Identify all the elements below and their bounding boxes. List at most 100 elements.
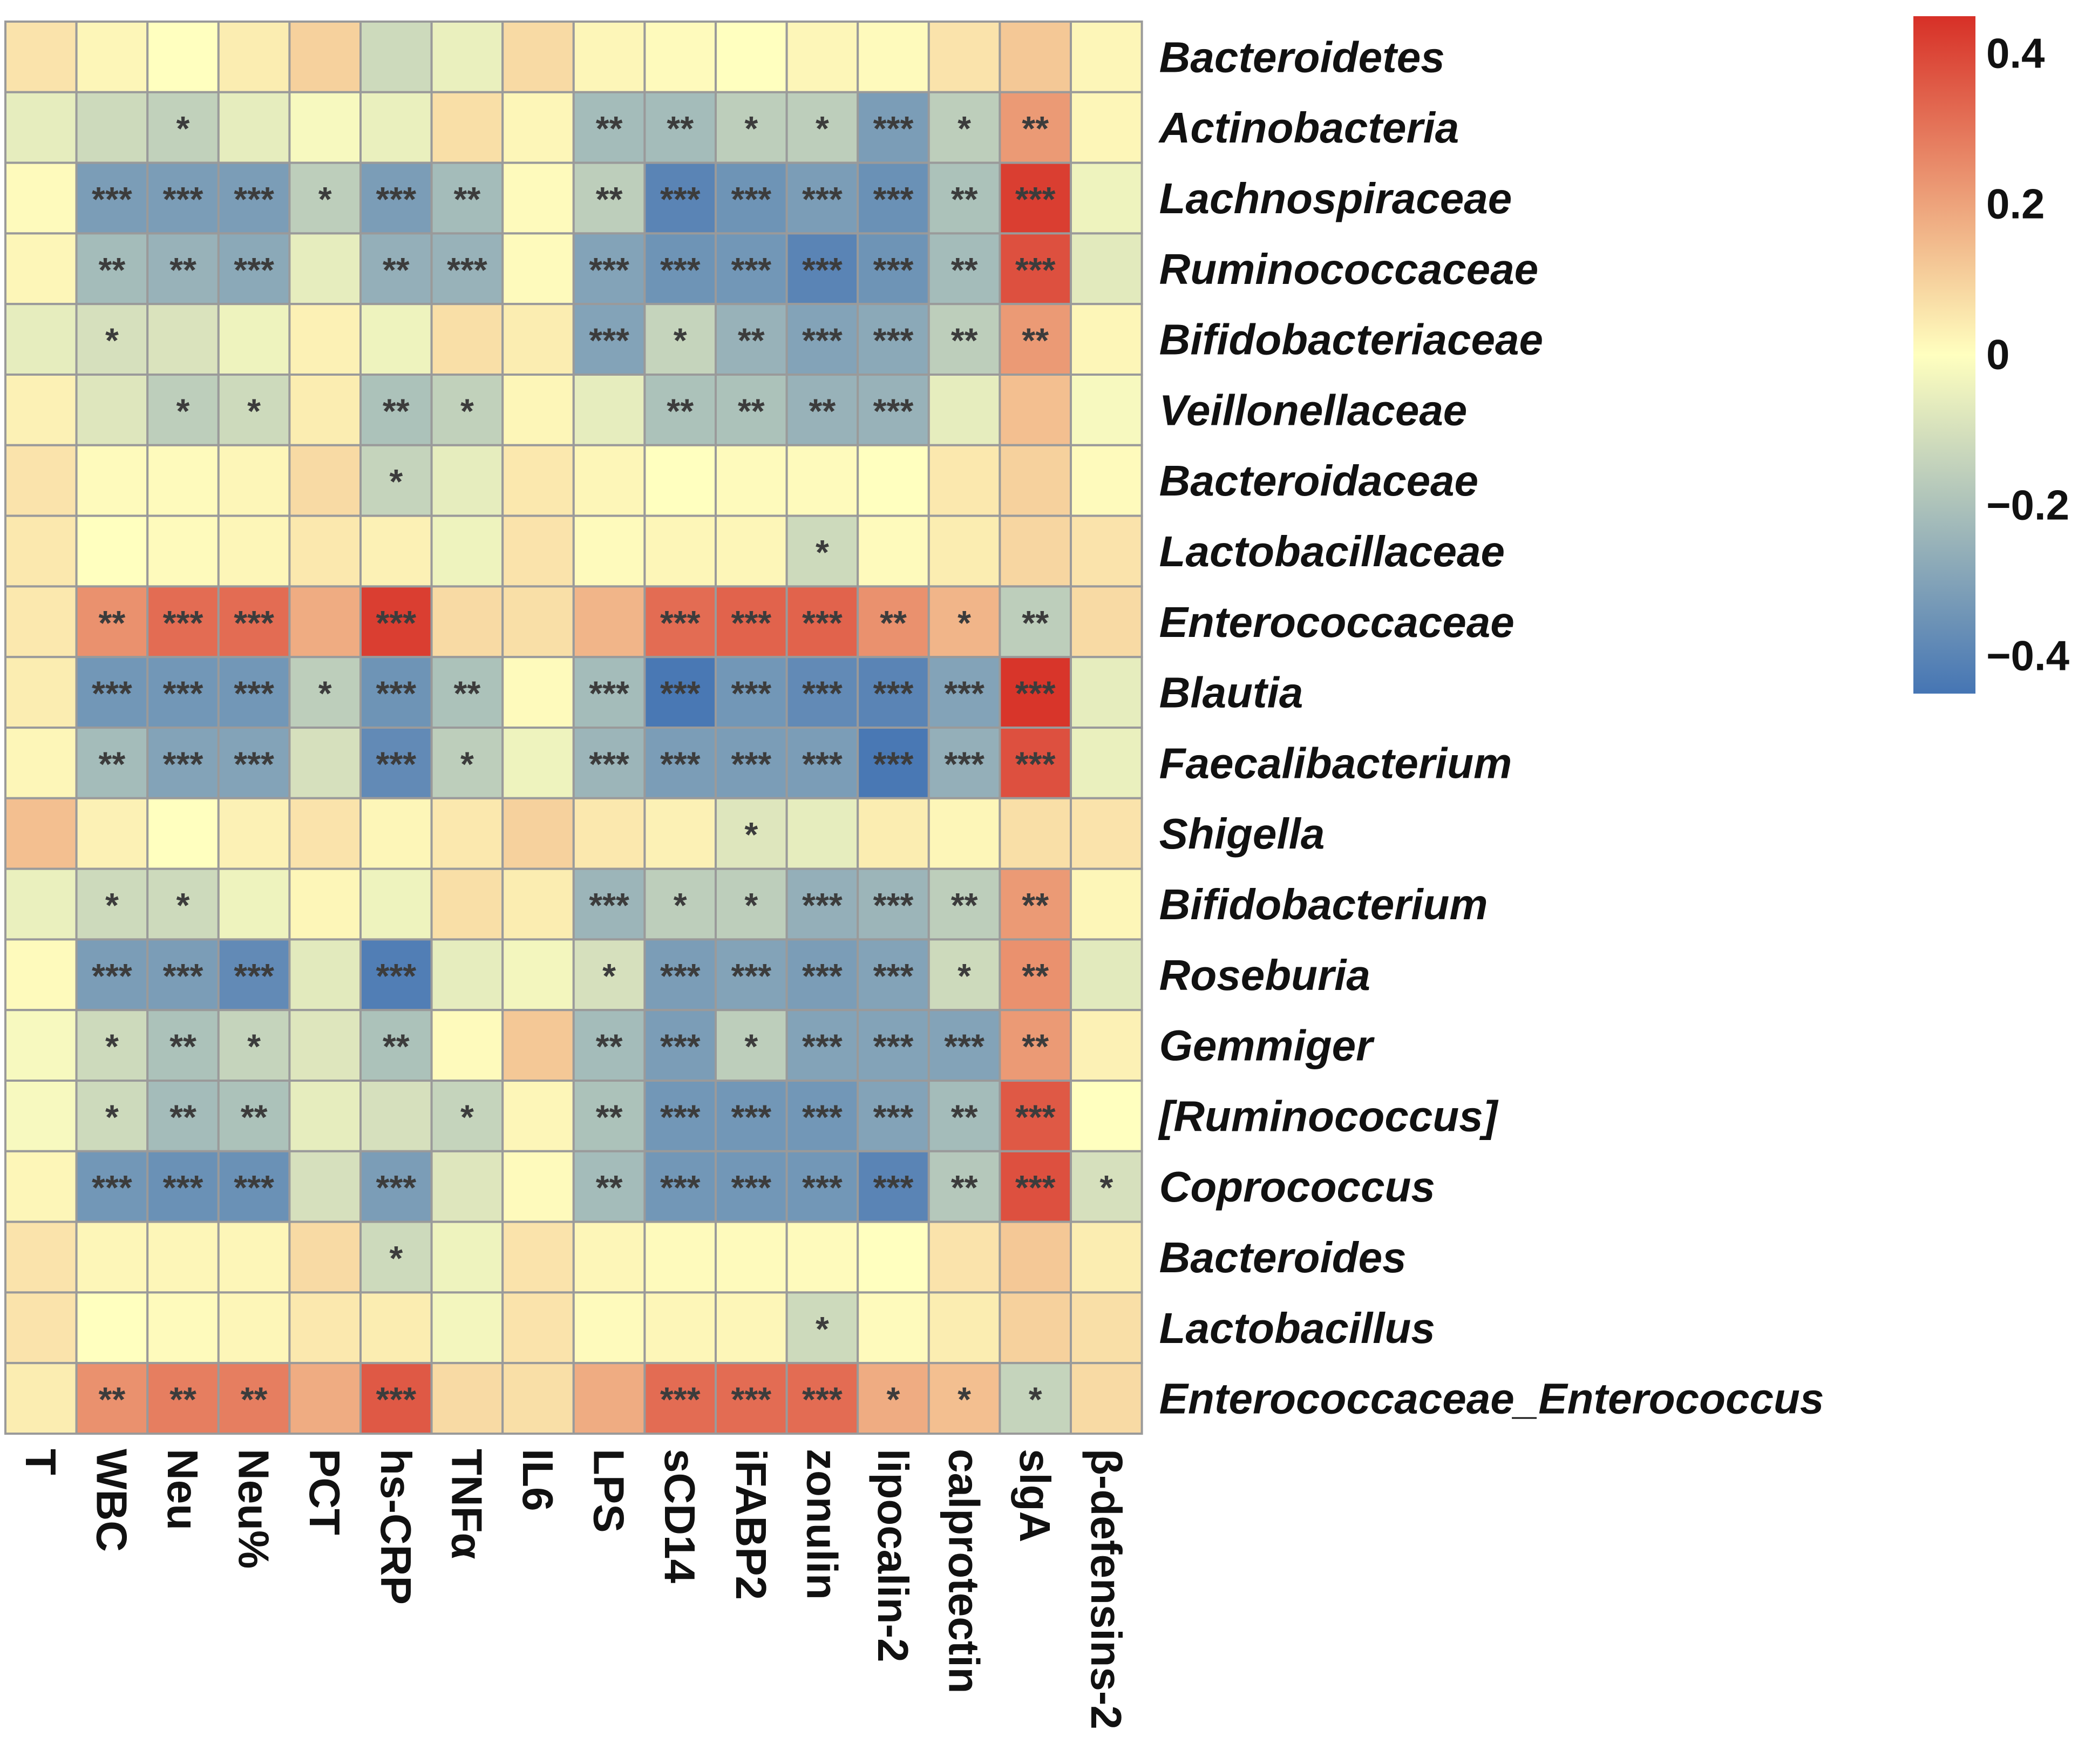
heatmap-cell-r11-c6	[430, 797, 504, 870]
heatmap-cell-r12-c13	[927, 867, 1001, 941]
heatmap-cell-r0-c13	[927, 21, 1001, 93]
row-label: Shigella	[1159, 810, 1325, 858]
heatmap-cell-r2-c15	[1070, 161, 1143, 235]
heatmap-cell-r12-c0	[4, 867, 78, 941]
significance-marker: **	[453, 674, 480, 713]
significance-marker: ***	[163, 180, 203, 219]
significance-marker: ***	[1015, 744, 1056, 783]
heatmap-cell-r2-c6	[430, 161, 504, 235]
row-label: Veillonellaceae	[1159, 386, 1468, 434]
heatmap-cell-r1-c2	[146, 91, 220, 164]
heatmap-cell-r11-c11	[785, 797, 859, 870]
significance-marker: ***	[873, 321, 914, 360]
significance-marker: *	[957, 956, 971, 995]
heatmap-cell-r7-c9	[643, 514, 717, 588]
heatmap-cell-r5-c8	[572, 374, 646, 446]
column-label: Neu	[159, 1449, 207, 1530]
significance-marker: *	[674, 886, 687, 925]
significance-marker: ***	[660, 1380, 701, 1419]
heatmap-cell-r19-c2	[146, 1362, 220, 1435]
heatmap-cell-r5-c10	[715, 374, 788, 446]
significance-marker: **	[809, 391, 836, 430]
significance-marker: ***	[731, 250, 771, 289]
heatmap-cell-r12-c15	[1070, 867, 1143, 941]
significance-marker: ***	[163, 603, 203, 642]
significance-marker: ***	[92, 1168, 132, 1207]
significance-marker: ***	[92, 674, 132, 713]
heatmap-cell-r12-c1	[75, 867, 149, 941]
heatmap-cell-r9-c12	[857, 656, 930, 729]
heatmap-cell-r14-c11	[785, 1009, 859, 1082]
heatmap-cell-r11-c1	[75, 797, 149, 870]
significance-marker: *	[318, 180, 332, 219]
significance-marker: ***	[1015, 1168, 1056, 1207]
significance-marker: **	[667, 391, 694, 430]
column-label: WBC	[87, 1449, 135, 1552]
heatmap-cell-r18-c13	[927, 1291, 1001, 1365]
heatmap-cell-r19-c7	[501, 1362, 575, 1435]
significance-marker: **	[596, 109, 623, 148]
heatmap-cell-r2-c4	[288, 161, 362, 235]
significance-marker: **	[596, 1097, 623, 1136]
heatmap-cell-r12-c9	[643, 867, 717, 941]
heatmap-cell-r13-c11	[785, 938, 859, 1012]
significance-marker: ***	[589, 886, 629, 925]
heatmap-cell-r4-c9	[643, 303, 717, 376]
heatmap-cell-r6-c15	[1070, 444, 1143, 517]
heatmap-cell-r9-c7	[501, 656, 575, 729]
heatmap-cell-r15-c4	[288, 1080, 362, 1152]
heatmap-cell-r0-c0	[4, 21, 78, 93]
significance-marker: *	[176, 109, 190, 148]
heatmap-cell-r10-c13	[927, 727, 1001, 799]
heatmap-cell-r3-c8	[572, 232, 646, 306]
significance-marker: *	[744, 109, 758, 148]
significance-marker: ***	[731, 674, 771, 713]
column-label: calprotectin	[940, 1449, 988, 1693]
heatmap-cell-r12-c14	[999, 867, 1072, 941]
heatmap-cell-r13-c1	[75, 938, 149, 1012]
significance-marker: ***	[92, 180, 132, 219]
heatmap-cell-r9-c0	[4, 656, 78, 729]
heatmap-cell-r9-c15	[1070, 656, 1143, 729]
heatmap-cell-r0-c1	[75, 21, 149, 93]
heatmap-cell-r13-c6	[430, 938, 504, 1012]
heatmap-cell-r11-c8	[572, 797, 646, 870]
heatmap-cell-r14-c7	[501, 1009, 575, 1082]
heatmap-cell-r2-c14	[999, 161, 1072, 235]
heatmap-cell-r15-c7	[501, 1080, 575, 1152]
significance-marker: ***	[234, 180, 274, 219]
significance-marker: ***	[376, 744, 416, 783]
heatmap-cell-r18-c0	[4, 1291, 78, 1365]
significance-marker: *	[887, 1380, 900, 1419]
significance-marker: ***	[376, 956, 416, 995]
significance-marker: *	[247, 1027, 261, 1066]
heatmap-cell-r5-c14	[999, 374, 1072, 446]
heatmap-cell-r16-c7	[501, 1150, 575, 1223]
significance-marker: **	[951, 886, 978, 925]
heatmap-cell-r8-c14	[999, 585, 1072, 659]
row-label: Bacteroidetes	[1159, 33, 1445, 81]
heatmap-cell-r5-c9	[643, 374, 717, 446]
heatmap-cell-r0-c6	[430, 21, 504, 93]
heatmap-cell-r13-c12	[857, 938, 930, 1012]
heatmap-cell-r15-c3	[217, 1080, 291, 1152]
significance-marker: ***	[376, 603, 416, 642]
significance-marker: **	[596, 180, 623, 219]
row-labels: Bacteroidetes Actinobacteria Lachnospirace…	[1158, 33, 1824, 1422]
heatmap-cell-r7-c13	[927, 514, 1001, 588]
heatmap-cell-r1-c7	[501, 91, 575, 164]
significance-marker: ***	[163, 674, 203, 713]
heatmap-cell-r2-c2	[146, 161, 220, 235]
heatmap-cell-r18-c4	[288, 1291, 362, 1365]
heatmap-cell-r1-c0	[4, 91, 78, 164]
significance-marker: **	[738, 391, 765, 430]
heatmap-cell-r9-c6	[430, 656, 504, 729]
heatmap-cell-r14-c4	[288, 1009, 362, 1082]
column-label: sCD14	[656, 1449, 704, 1584]
significance-marker: ***	[234, 956, 274, 995]
heatmap-cell-r14-c15	[1070, 1009, 1143, 1082]
heatmap-cell-r14-c3	[217, 1009, 291, 1082]
heatmap-cell-r4-c5	[359, 303, 433, 376]
column-labels: T WBC Neu Neu% PCT hs-CRP TNFα IL6 LPS sCD14 iFABP…	[17, 1449, 1130, 1729]
